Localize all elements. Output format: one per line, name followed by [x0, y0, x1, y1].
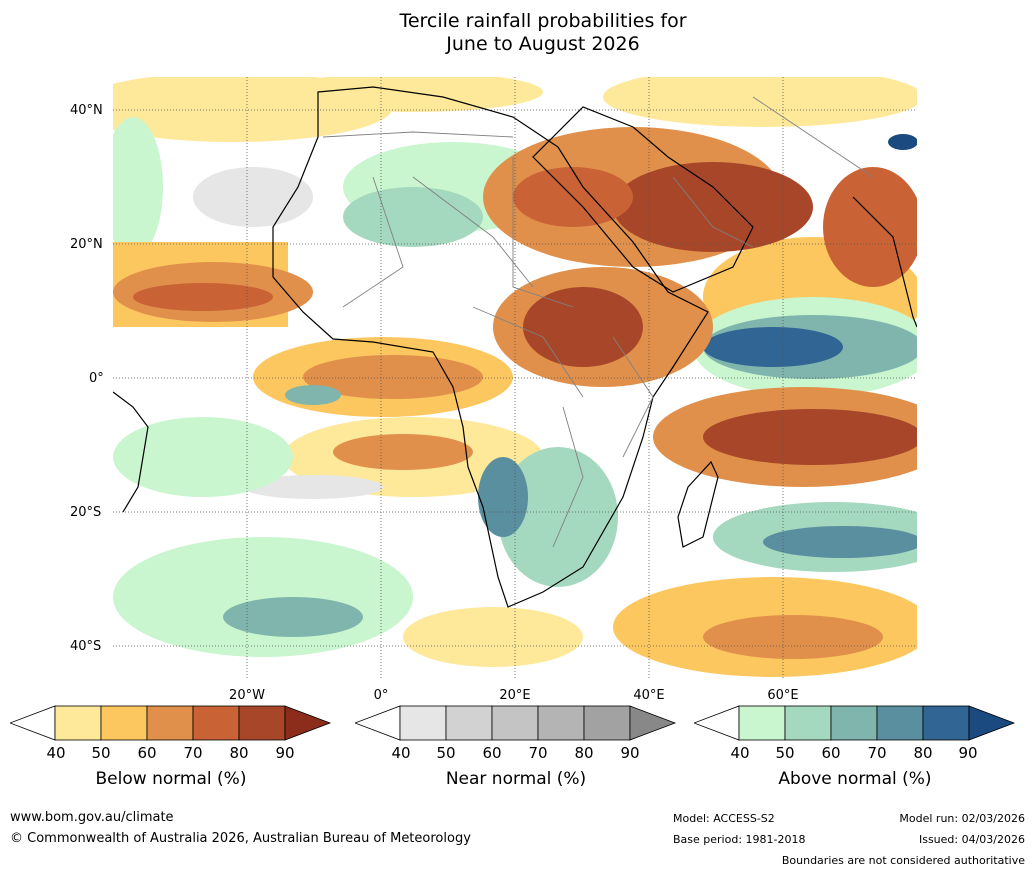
arabia-coastline: [532, 106, 754, 293]
above-normal-area: [285, 385, 341, 405]
lat-label-20s: 20°S: [70, 505, 102, 520]
below-normal-area: [523, 287, 643, 367]
near-tick-50: 50: [436, 744, 456, 762]
country-borders: [322, 96, 874, 548]
lon-label-20e: 20°E: [499, 688, 531, 703]
above-tick-70: 70: [867, 744, 887, 762]
below-normal-area: [703, 409, 917, 465]
below-normal-title: Below normal (%): [95, 769, 247, 789]
above-normal-area: [478, 457, 528, 537]
colorbar-segment: [10, 705, 56, 741]
near-normal-area: [193, 167, 313, 227]
near-normal-area: [243, 475, 383, 499]
colorbar-segment: [491, 705, 539, 741]
lon-label-60e: 60°E: [767, 688, 799, 703]
colorbar-segment: [694, 705, 740, 741]
below-tick-90: 90: [275, 744, 295, 762]
south-america-coastline: [113, 391, 149, 513]
colorbar-segment: [830, 705, 878, 741]
colorbar-segment: [445, 705, 493, 741]
colorbar-segment: [192, 705, 240, 741]
below-normal-area: [333, 434, 473, 470]
colorbar-segment: [738, 705, 786, 741]
above-tick-60: 60: [821, 744, 841, 762]
base-period: Base period: 1981-2018: [673, 833, 806, 846]
below-normal-area: [703, 615, 883, 659]
colorbar-segment: [284, 705, 332, 741]
above-normal-title: Above normal (%): [778, 769, 932, 789]
near-tick-80: 80: [574, 744, 594, 762]
coastlines: [113, 86, 917, 608]
graticule: [113, 77, 917, 680]
india-coastline: [852, 196, 917, 328]
above-normal-area: [113, 117, 163, 257]
above-tick-90: 90: [958, 744, 978, 762]
lat-label-40s: 40°S: [70, 639, 102, 654]
colorbar-above-normal: [694, 705, 1016, 741]
above-normal-area: [113, 537, 413, 657]
below-normal-area: [283, 77, 543, 112]
lat-label-20n: 20°N: [70, 237, 103, 252]
model-run-date: Model run: 02/03/2026: [899, 812, 1025, 825]
above-tick-40: 40: [730, 744, 750, 762]
lon-label-0: 0°: [373, 688, 389, 703]
above-tick-80: 80: [913, 744, 933, 762]
above-normal-area: [498, 447, 618, 587]
colorbar-segment: [922, 705, 970, 741]
colorbar-segment: [629, 705, 677, 741]
above-normal-area: [113, 417, 293, 497]
colorbar-segment: [583, 705, 631, 741]
below-normal-area: [613, 162, 813, 252]
colorbar-below-normal: [10, 705, 332, 741]
model-name: Model: ACCESS-S2: [673, 812, 775, 825]
colorbar-segment: [968, 705, 1016, 741]
colorbar-near-normal: [355, 705, 677, 741]
above-tick-50: 50: [775, 744, 795, 762]
colorbar-segment: [399, 705, 447, 741]
near-tick-70: 70: [528, 744, 548, 762]
below-tick-80: 80: [229, 744, 249, 762]
above-normal-area: [703, 327, 843, 367]
colorbar-segment: [355, 705, 401, 741]
lat-label-equator: 0°: [89, 371, 104, 386]
near-tick-60: 60: [482, 744, 502, 762]
africa-coastline: [272, 86, 709, 608]
issued-date: Issued: 04/03/2026: [918, 833, 1025, 846]
below-normal-area: [403, 607, 583, 667]
colorbar-segment: [238, 705, 286, 741]
below-normal-area: [303, 355, 483, 399]
website-link[interactable]: www.bom.gov.au/climate: [10, 810, 174, 825]
above-normal-area: [343, 187, 483, 247]
title-line-2: June to August 2026: [446, 33, 640, 55]
below-normal-area: [823, 167, 917, 287]
madagascar-coastline: [677, 460, 719, 548]
near-tick-90: 90: [620, 744, 640, 762]
below-tick-40: 40: [46, 744, 66, 762]
lon-label-40e: 40°E: [633, 688, 665, 703]
near-tick-40: 40: [391, 744, 411, 762]
rainfall-probability-map: [113, 77, 917, 680]
title-line-1: Tercile rainfall probabilities for: [399, 10, 687, 32]
below-normal-area: [133, 283, 273, 311]
above-normal-area: [223, 597, 363, 637]
colorbar-segment: [784, 705, 832, 741]
colorbar-segment: [146, 705, 194, 741]
lat-label-40n: 40°N: [70, 103, 103, 118]
colorbar-segment: [100, 705, 148, 741]
colorbar-segment: [876, 705, 924, 741]
near-normal-title: Near normal (%): [445, 769, 587, 789]
below-tick-50: 50: [91, 744, 111, 762]
above-normal-area: [763, 526, 917, 558]
colorbar-segment: [54, 705, 102, 741]
lon-label-20w: 20°W: [229, 688, 265, 703]
colorbar-segment: [537, 705, 585, 741]
boundary-disclaimer: Boundaries are not considered authoritat…: [781, 854, 1025, 867]
above-normal-area: [888, 134, 917, 150]
below-tick-60: 60: [137, 744, 157, 762]
map-title: Tercile rainfall probabilities for June …: [0, 10, 1035, 56]
below-tick-70: 70: [183, 744, 203, 762]
copyright-text: © Commonwealth of Australia 2026, Austra…: [10, 831, 471, 846]
